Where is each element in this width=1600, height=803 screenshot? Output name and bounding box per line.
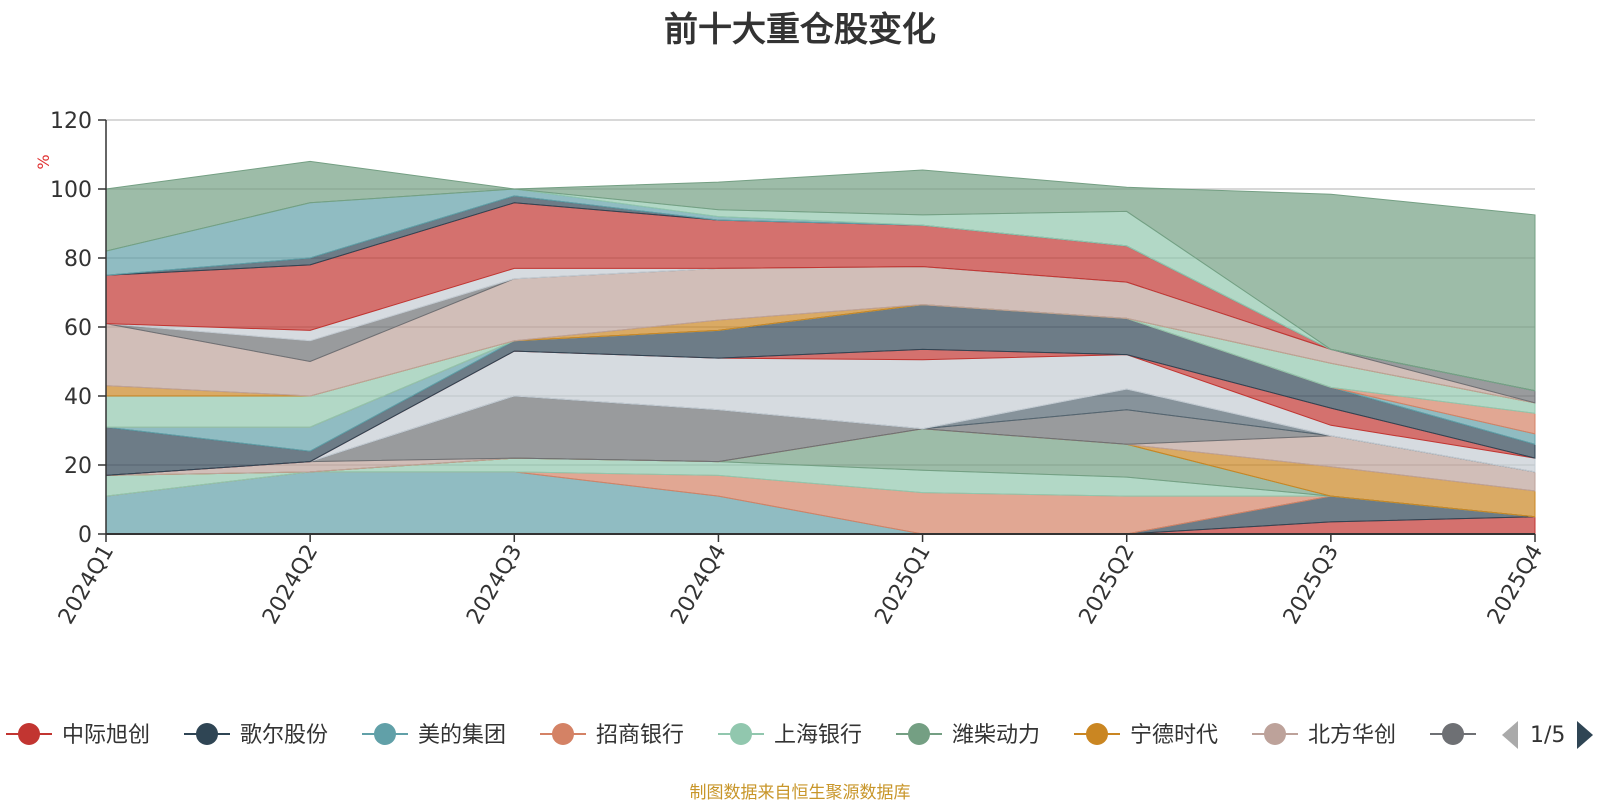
legend-marker	[374, 723, 396, 745]
legend-label: 上海银行	[774, 723, 862, 748]
y-tick-label: 20	[64, 454, 92, 479]
data-source-note: 制图数据来自恒生聚源数据库	[689, 783, 911, 803]
y-tick-label: 80	[64, 247, 92, 272]
y-tick-label: 0	[78, 523, 92, 548]
legend-label: 潍柴动力	[952, 723, 1040, 748]
legend[interactable]: 中际旭创 歌尔股份 美的集团 招商银行 上海银行 潍柴动力 宁德时代 北方华创 三	[6, 723, 1508, 748]
legend-marker	[18, 723, 40, 745]
legend-marker	[730, 723, 752, 745]
x-tick-label: 2025Q2	[1075, 541, 1140, 629]
triangle-right-icon[interactable]	[1575, 719, 1595, 751]
x-tick-label: 2024Q1	[54, 541, 119, 629]
x-tick-label: 2025Q3	[1279, 541, 1344, 629]
x-tick-label: 2024Q3	[462, 541, 527, 629]
legend-marker	[196, 723, 218, 745]
legend-item[interactable]: 美的集团	[362, 723, 506, 748]
legend-marker	[908, 723, 930, 745]
legend-page-indicator: 1/5	[1530, 722, 1566, 748]
y-tick-label: 40	[64, 385, 92, 410]
x-tick-label: 2024Q4	[666, 541, 731, 629]
legend-item[interactable]: 上海银行	[718, 723, 862, 748]
legend-marker	[1264, 723, 1286, 745]
triangle-left-icon[interactable]	[1500, 719, 1520, 751]
legend-marker	[1086, 723, 1108, 745]
legend-item[interactable]: 潍柴动力	[896, 723, 1040, 748]
legend-label: 招商银行	[596, 723, 684, 748]
y-tick-label: 120	[50, 109, 92, 134]
y-tick-label: 60	[64, 316, 92, 341]
y-tick-label: 100	[50, 178, 92, 203]
legend-label: 中际旭创	[62, 723, 150, 748]
legend-label: 宁德时代	[1130, 723, 1218, 748]
legend-item[interactable]: 三	[1430, 723, 1508, 748]
area-系列25[interactable]	[105, 160, 1536, 392]
legend-marker	[1442, 723, 1464, 745]
area-series	[105, 160, 1536, 535]
legend-item[interactable]: 北方华创	[1252, 723, 1396, 748]
chart-title: 前十大重仓股变化	[664, 10, 936, 50]
x-tick-label: 2024Q2	[258, 541, 323, 629]
legend-label: 歌尔股份	[240, 723, 328, 748]
legend-label: 北方华创	[1308, 723, 1396, 748]
legend-label: 美的集团	[418, 723, 506, 748]
x-tick-label: 2025Q1	[870, 541, 935, 629]
legend-item[interactable]: 中际旭创	[6, 723, 150, 748]
x-tick-label: 2025Q4	[1483, 541, 1548, 629]
legend-pager[interactable]: 1/5	[1500, 718, 1595, 752]
legend-item[interactable]: 宁德时代	[1074, 723, 1218, 748]
y-axis-label: %	[34, 154, 53, 169]
legend-item[interactable]: 歌尔股份	[184, 723, 328, 748]
legend-marker	[552, 723, 574, 745]
legend-item[interactable]: 招商银行	[540, 723, 684, 748]
